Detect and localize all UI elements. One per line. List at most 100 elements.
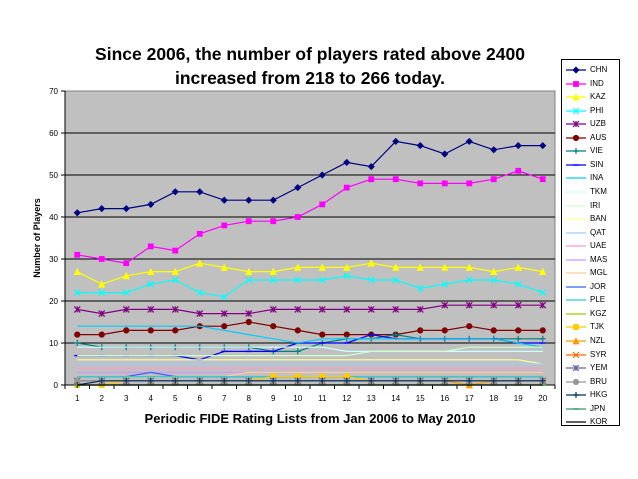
legend-swatch	[566, 164, 586, 166]
y-axis-label: Number of Players	[32, 198, 42, 278]
legend-item-tkm: TKM	[564, 185, 620, 199]
x-axis-label: Periodic FIDE Rating Lists from Jan 2006…	[145, 411, 476, 426]
x-tick-label: 12	[342, 394, 351, 403]
legend-swatch	[566, 299, 586, 301]
legend-swatch	[566, 421, 586, 423]
legend-swatch-marker	[572, 378, 580, 385]
legend-label: JOR	[590, 281, 606, 291]
series-iri	[77, 346, 543, 357]
legend-item-chn: CHN	[564, 63, 620, 77]
data-point-aus	[172, 327, 179, 334]
legend-swatch	[566, 191, 586, 193]
legend-item-kaz: KAZ	[564, 90, 620, 104]
legend-swatch	[566, 272, 586, 274]
data-point-ind	[74, 251, 81, 258]
data-point-uzb	[318, 305, 326, 313]
legend-swatch	[566, 177, 586, 179]
legend-swatch-marker	[572, 107, 580, 115]
legend-swatch	[566, 148, 586, 155]
data-point-ind	[441, 180, 448, 187]
legend-swatch	[566, 204, 586, 207]
data-point-phi	[220, 293, 228, 301]
series-kaz	[73, 259, 547, 288]
data-point-hkg	[392, 377, 399, 384]
data-point-kaz	[294, 263, 302, 271]
data-point-uzb	[245, 310, 253, 318]
data-point-hkg	[539, 377, 546, 384]
data-point-chn	[73, 209, 81, 217]
data-point-ind	[221, 222, 228, 229]
data-point-aus	[441, 327, 448, 334]
data-point-vie	[74, 340, 81, 346]
x-tick-label: 20	[538, 394, 547, 403]
data-point-phi	[294, 276, 302, 284]
data-point-kaz	[343, 263, 351, 271]
legend-label: AUS	[590, 132, 607, 142]
legend-item-syr: SYR	[564, 348, 620, 362]
x-tick-label: 2	[100, 394, 105, 403]
legend-label: TKM	[590, 186, 607, 196]
data-point-ind	[319, 201, 326, 208]
data-point-uzb	[122, 305, 130, 313]
series-line-kaz	[76, 262, 543, 285]
data-point-phi	[122, 289, 130, 297]
data-point-phi	[514, 280, 522, 288]
x-tick-label: 16	[440, 394, 449, 403]
legend-swatch	[566, 134, 586, 141]
legend-item-kgz: KGZ	[564, 307, 620, 321]
data-point-phi	[269, 276, 277, 284]
data-point-hkg	[172, 377, 179, 384]
legend-swatch	[566, 66, 586, 74]
data-point-hkg	[245, 377, 252, 384]
data-point-hkg	[270, 377, 277, 384]
legend-item-aus: AUS	[564, 131, 620, 145]
legend-item-bru: BRU	[564, 375, 620, 389]
data-point-ind	[466, 180, 473, 187]
data-point-kaz	[245, 267, 253, 276]
data-point-aus	[74, 331, 81, 338]
data-point-chn	[245, 196, 253, 204]
x-tick-label: 4	[149, 394, 154, 403]
data-point-hkg	[147, 377, 154, 384]
legend-swatch-marker	[573, 148, 579, 155]
legend-label: QAT	[590, 227, 606, 237]
x-tick-label: 14	[391, 394, 400, 403]
series-ban	[77, 359, 543, 365]
data-point-hkg	[490, 377, 497, 384]
legend-swatch-marker	[573, 324, 579, 331]
data-point-uzb	[269, 305, 277, 313]
legend-swatch	[566, 324, 586, 331]
legend-swatch-marker	[573, 392, 579, 399]
x-tick-label: 11	[318, 394, 327, 403]
data-point-phi	[490, 276, 498, 284]
legend-swatch	[566, 351, 586, 358]
legend-label: VIE	[590, 146, 603, 156]
data-point-ind	[294, 214, 301, 220]
x-tick-label: 19	[514, 394, 523, 403]
data-point-uzb	[98, 310, 106, 318]
y-tick-label: 0	[54, 381, 59, 390]
legend-swatch-marker	[572, 120, 580, 128]
legend-label: JPN	[590, 403, 606, 413]
data-point-ind	[417, 180, 424, 187]
legend-label: MAS	[590, 254, 608, 264]
chart-title-line-1: Since 2006, the number of players rated …	[95, 44, 525, 64]
series-tkm	[77, 346, 543, 352]
data-point-vie	[392, 331, 399, 338]
data-point-hkg	[515, 377, 522, 384]
y-tick-label: 60	[49, 129, 58, 138]
legend-swatch-marker	[572, 337, 580, 345]
x-tick-label: 18	[489, 394, 498, 403]
legend-item-nzl: NZL	[564, 334, 620, 348]
data-point-phi	[367, 276, 375, 284]
legend-swatch	[566, 259, 586, 261]
data-point-hkg	[196, 377, 203, 384]
data-point-aus	[539, 327, 546, 334]
x-tick-label: 5	[173, 394, 178, 403]
legend-swatch-marker	[572, 134, 580, 141]
x-tick-label: 6	[198, 394, 203, 403]
legend-item-uzb: UZB	[564, 117, 620, 131]
data-point-kaz	[220, 263, 228, 271]
legend-label: YEM	[590, 363, 608, 373]
data-point-phi	[539, 289, 547, 297]
